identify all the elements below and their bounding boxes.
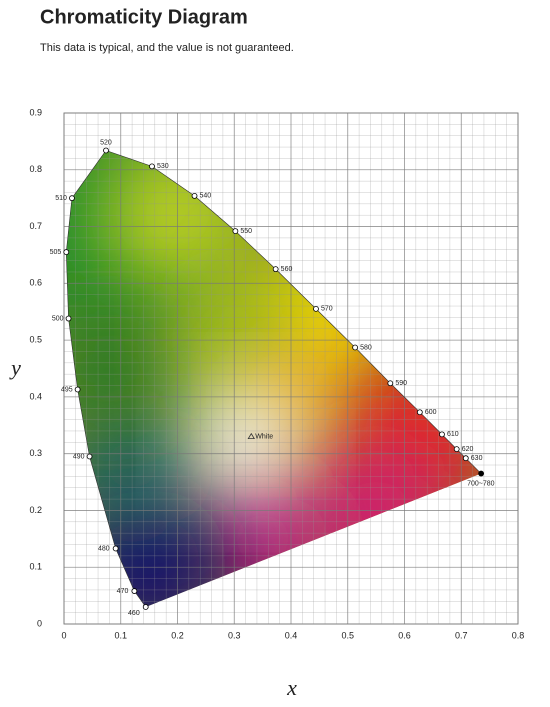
wavelength-label: 700~780 [467,480,495,487]
wavelength-point [191,192,198,199]
wavelength-point [439,431,445,438]
y-tick-label: 0 [37,618,42,628]
x-tick-label: 0.6 [398,630,411,640]
wavelength-label: 610 [447,431,459,438]
wavelength-point [112,545,119,552]
chart-title: Chromaticity Diagram [40,6,248,28]
white-point [247,432,255,440]
y-tick-label: 0.3 [29,448,42,458]
x-tick-label: 0.5 [341,630,354,640]
x-tick-label: 0.4 [285,630,298,640]
wavelength-label: 460 [128,610,140,617]
wavelength-label: 505 [50,249,62,256]
y-tick-label: 0.5 [29,334,42,344]
wavelength-label: 480 [98,545,110,552]
wavelength-point [131,588,138,594]
wavelength-label: 600 [425,409,437,416]
wavelength-point [74,386,81,393]
wavelength-point [352,344,359,351]
wavelength-label: 510 [55,195,67,202]
wavelength-point [272,266,279,273]
marks: 460 470 480 490 495 500 505 510 520 530 540 550 560 5… [50,139,495,616]
y-axis-label: y [9,355,21,380]
wavelength-point [149,163,155,170]
wavelength-point [232,228,239,234]
x-tick-label: 0.7 [455,630,468,640]
y-tick-label: 0.4 [29,391,42,401]
x-axis-label: x [286,675,297,700]
wavelength-label: 495 [61,386,73,393]
y-tick-label: 0.7 [29,221,42,231]
wavelength-label: 490 [73,453,85,460]
wavelength-label: 550 [240,228,252,235]
wavelength-label: 630 [471,455,483,462]
wavelength-label: 570 [321,306,333,313]
grid: 0 0.1 0.2 0.3 0.4 0.5 0.6 0.7 0.8 0 0.1 0.2 0.3 0.4 0.… [29,107,524,640]
wavelength-point [387,380,394,387]
wavelength-label: 590 [395,380,407,387]
wavelength-point [103,147,109,154]
x-tick-label: 0.2 [171,630,184,640]
wavelength-label: 500 [52,315,64,322]
y-tick-label: 0.6 [29,278,42,288]
wavelength-point [313,305,319,312]
wavelength-point [453,446,460,453]
x-tick-label: 0.8 [512,630,525,640]
wavelength-point [86,453,93,460]
wavelength-point [478,470,485,477]
wavelength-label: 520 [100,139,112,146]
wavelength-label: 620 [462,446,474,453]
y-tick-label: 0.2 [29,505,42,515]
wavelength-label: 530 [157,163,169,170]
wavelength-point [142,604,149,610]
wavelength-point [462,455,469,462]
wavelength-label: 560 [281,266,293,273]
wavelength-label: 470 [117,588,129,595]
x-tick-label: 0.1 [114,630,127,640]
x-tick-label: 0 [61,630,66,640]
wavelength-point [69,195,75,202]
wavelength-point [63,249,70,256]
wavelength-label: 580 [360,344,372,351]
chart-subtitle: This data is typical, and the value is n… [40,42,294,54]
wavelength-point [416,409,423,416]
y-tick-label: 0.1 [29,562,42,572]
white-label: White [255,433,273,440]
y-tick-label: 0.9 [29,107,42,117]
y-tick-label: 0.8 [29,164,42,174]
x-tick-label: 0.3 [228,630,241,640]
wavelength-point [65,315,72,322]
wavelength-label: 540 [200,193,212,200]
